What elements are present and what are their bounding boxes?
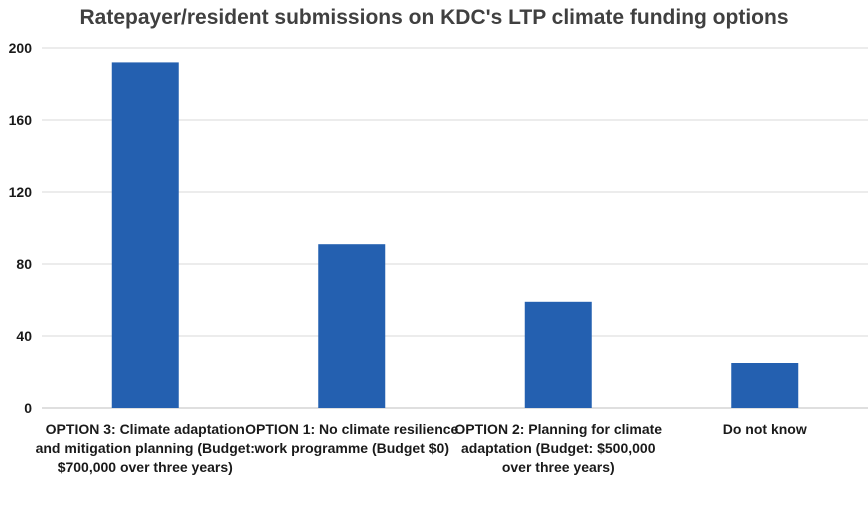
chart-title: Ratepayer/resident submissions on KDC's … xyxy=(79,6,789,29)
bar xyxy=(731,363,799,408)
bar xyxy=(524,301,592,408)
y-tick-label: 40 xyxy=(16,328,32,344)
x-category-label: OPTION 1: No climate resilience work pro… xyxy=(245,421,459,456)
x-category-label: OPTION 3: Climate adaptation and mitigat… xyxy=(35,421,255,475)
bar xyxy=(318,244,386,408)
x-category-label: OPTION 2: Planning for climate adaptatio… xyxy=(454,421,663,475)
y-tick-label: 0 xyxy=(24,400,32,416)
y-tick-label: 120 xyxy=(9,184,33,200)
y-tick-label: 160 xyxy=(9,112,33,128)
bar xyxy=(111,62,179,409)
y-tick-label: 80 xyxy=(16,256,32,272)
x-category-label: Do not know xyxy=(722,421,807,437)
y-tick-label: 200 xyxy=(9,40,33,56)
